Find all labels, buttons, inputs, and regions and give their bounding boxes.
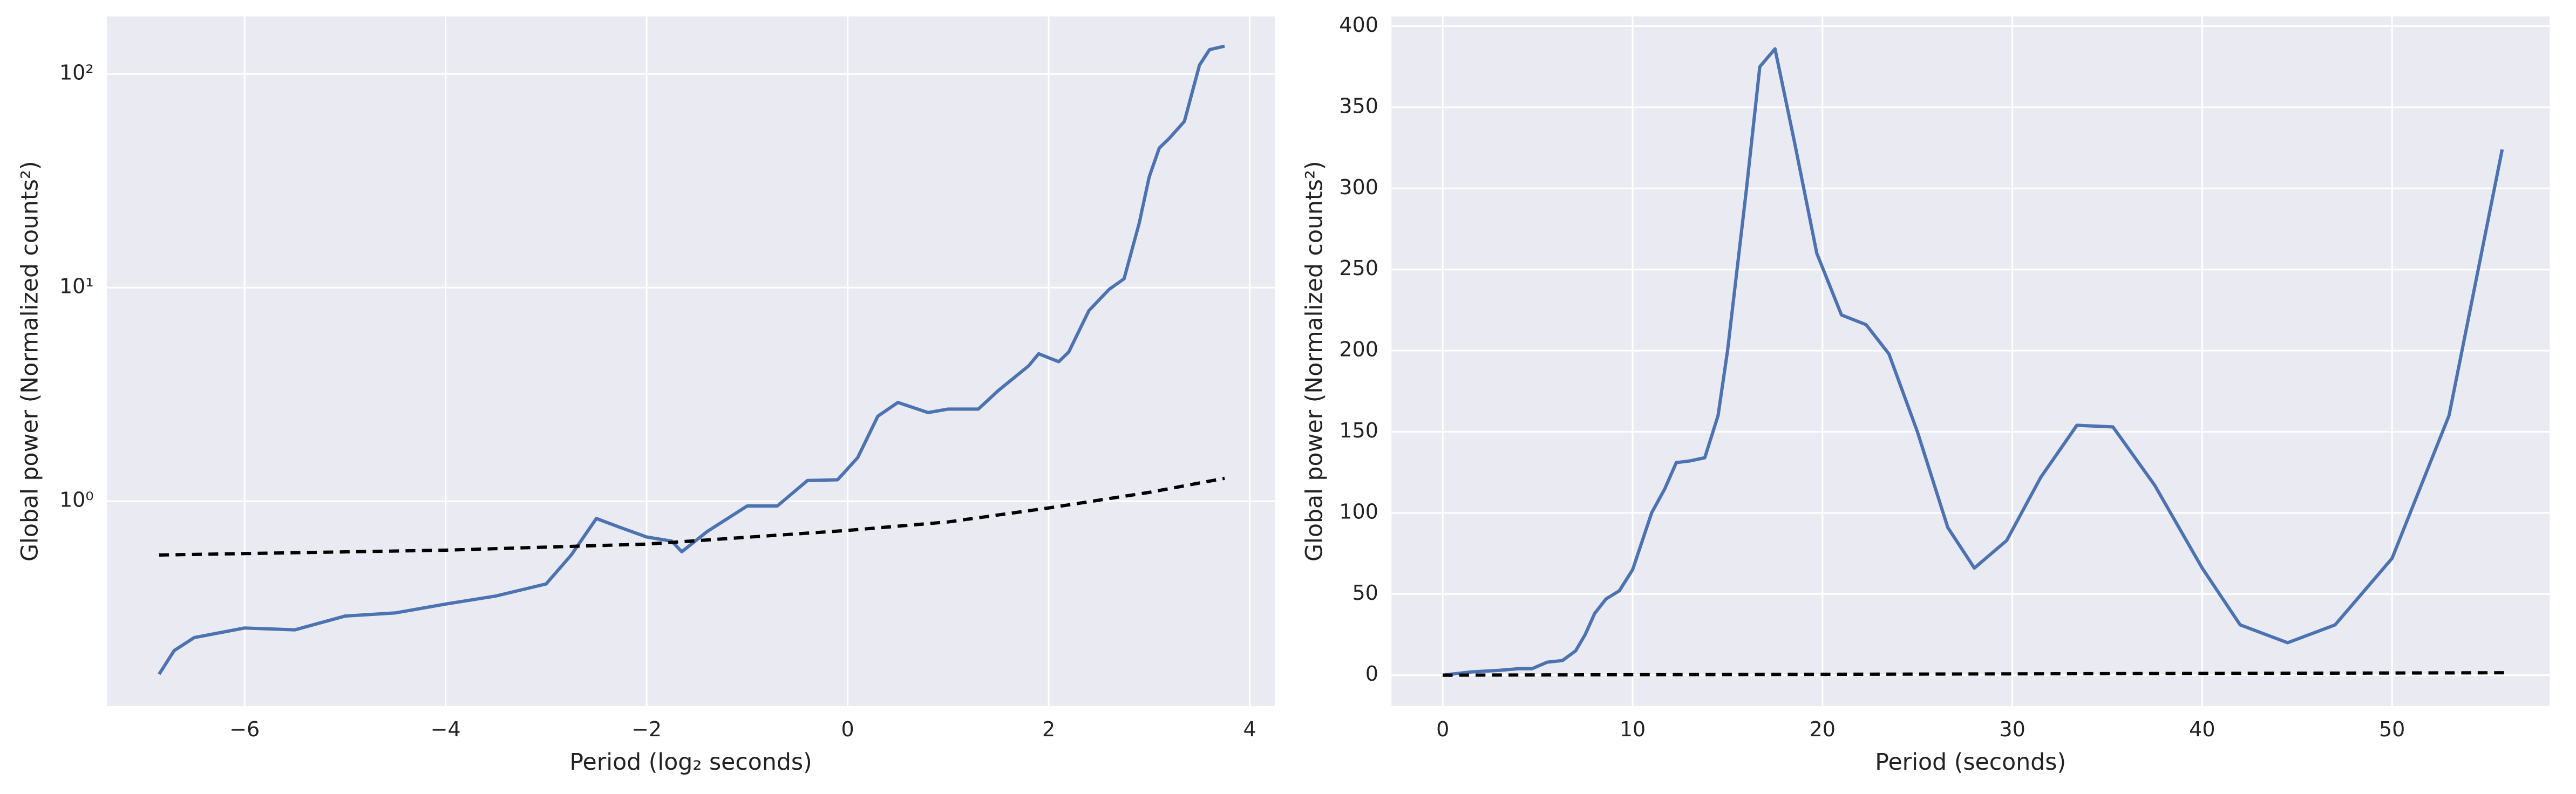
y-tick-label: 150 <box>1339 419 1378 442</box>
x-tick-label: 30 <box>1999 717 2025 741</box>
y-axis-label: Global power (Normalized counts²) <box>1301 161 1328 562</box>
y-tick-label: 50 <box>1352 581 1378 605</box>
y-tick-label: 250 <box>1339 256 1378 280</box>
y-tick-label: 350 <box>1339 94 1378 118</box>
y-tick-label: 10⁰ <box>59 488 94 512</box>
x-tick-label: 50 <box>2379 717 2405 741</box>
x-tick-label: 0 <box>1436 717 1449 741</box>
x-tick-label: 20 <box>1810 717 1836 741</box>
y-tick-label: 400 <box>1339 13 1378 37</box>
y-tick-label: 100 <box>1339 499 1378 523</box>
x-tick-label: 10 <box>1620 717 1646 741</box>
x-axis-label: Period (seconds) <box>1875 749 2066 776</box>
x-tick-label: −6 <box>229 717 260 741</box>
data-line <box>159 476 1225 557</box>
x-tick-label: −2 <box>631 717 662 741</box>
x-tick-label: 4 <box>1243 717 1256 741</box>
y-tick-label: 10¹ <box>59 275 94 298</box>
y-tick-label: 300 <box>1339 175 1378 199</box>
data-line <box>1443 671 2506 677</box>
y-tick-label: 200 <box>1339 338 1378 361</box>
plot-area <box>106 16 1275 706</box>
data-line <box>1442 47 2504 677</box>
y-tick-label: 10² <box>59 61 94 85</box>
x-tick-label: 2 <box>1042 717 1055 741</box>
x-axis-label: Period (log₂ seconds) <box>569 749 812 776</box>
x-tick-label: 0 <box>841 717 854 741</box>
y-axis-label: Global power (Normalized counts²) <box>16 161 43 562</box>
plot-area <box>1391 16 2550 706</box>
x-tick-label: −4 <box>431 717 461 741</box>
data-line <box>158 44 1225 675</box>
y-tick-label: 0 <box>1365 662 1378 686</box>
x-tick-label: 40 <box>2189 717 2215 741</box>
